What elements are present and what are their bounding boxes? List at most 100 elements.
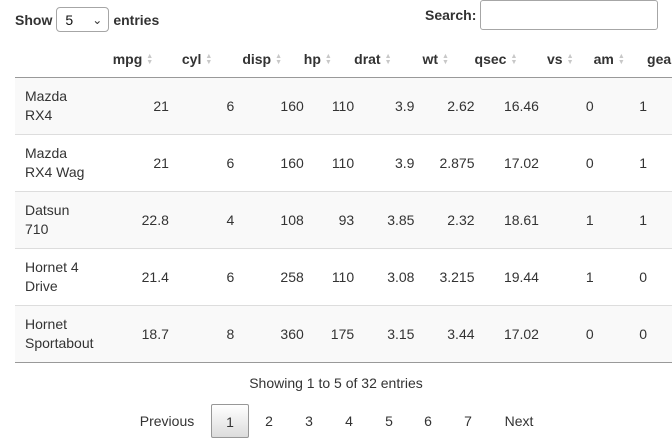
table-cell: 110 [303, 77, 355, 135]
table-cell: 1 [538, 248, 594, 306]
column-header-label: drat [354, 50, 381, 67]
page-button-4[interactable]: 4 [345, 413, 353, 429]
page-button-3[interactable]: 3 [305, 413, 313, 429]
column-header-wt[interactable]: wt ▲ ▼ [414, 40, 475, 78]
table-cell: 21 [112, 134, 169, 192]
page-button-2[interactable]: 2 [265, 413, 273, 429]
table-cell: 3.44 [414, 305, 475, 363]
row-name-cell: Hornet 4 Drive [15, 248, 113, 306]
column-header-label: cyl [181, 50, 202, 67]
table-cell: 108 [234, 191, 304, 249]
sort-icon: ▲ ▼ [442, 52, 449, 66]
page-button-7[interactable]: 7 [464, 413, 472, 429]
table-cell: 6 [168, 134, 235, 192]
table-cell: 4 [168, 191, 235, 249]
table-cell: 22.8 [112, 191, 169, 249]
column-header-label: qsec [474, 50, 507, 67]
table-cell: 0 [538, 134, 594, 192]
sort-icon: ▲ ▼ [384, 52, 392, 66]
table-cell: 360 [234, 305, 304, 363]
page-button-5[interactable]: 5 [385, 413, 393, 429]
table-cell: 8 [168, 305, 235, 363]
row-name-cell: Hornet Sportabout [15, 305, 113, 363]
sort-icon: ▲ ▼ [617, 52, 625, 66]
column-header-label: hp [303, 50, 321, 67]
table-cell: 0 [593, 305, 648, 363]
table-cell: 21 [112, 77, 169, 135]
next-button[interactable]: Next [504, 413, 534, 429]
column-header-gear[interactable]: gea [647, 40, 672, 78]
column-header-label: vs [546, 50, 563, 67]
search-label: Search: [425, 7, 477, 23]
column-header-qsec[interactable]: qsec ▲ ▼ [474, 40, 539, 78]
entries-select[interactable]: 5 ⌄ [56, 7, 110, 32]
table-body: Mazda RX4 21 6 160 110 3.9 2.62 16.46 0 1… [15, 77, 672, 363]
column-header-drat[interactable]: drat ▲ ▼ [354, 40, 415, 78]
search-input[interactable] [480, 0, 659, 30]
table-cell: 2.62 [414, 77, 475, 135]
chevron-down-icon: ⌄ [92, 12, 103, 27]
column-header-mpg[interactable]: mpg ▲ ▼ [112, 40, 169, 78]
row-name-header [15, 40, 113, 78]
table-cell: 110 [303, 248, 355, 306]
table-cell: 3.08 [354, 248, 415, 306]
table-cell: 19.44 [474, 248, 539, 306]
column-header-cyl[interactable]: cyl ▲ ▼ [168, 40, 235, 78]
table-cell: 93 [303, 191, 355, 249]
column-header-hp[interactable]: hp ▲ ▼ [303, 40, 355, 78]
table-row: Mazda RX4 21 6 160 110 3.9 2.62 16.46 0 1 [15, 77, 672, 135]
sort-icon: ▲ ▼ [510, 52, 518, 66]
table-cell: 0 [538, 305, 594, 363]
table-cell: 1 [538, 191, 594, 249]
table-cell: 1 [593, 191, 648, 249]
length-show-label: Show [15, 11, 53, 28]
column-header-label: am [593, 50, 614, 67]
column-header-vs[interactable]: vs ▲ ▼ [538, 40, 594, 78]
table-cell: 160 [234, 77, 304, 135]
table-cell: 3.9 [354, 77, 415, 135]
row-name-cell: Mazda RX4 Wag [15, 134, 113, 192]
table-cell: 21.4 [112, 248, 169, 306]
page-button-1[interactable]: 1 [211, 404, 249, 438]
length-menu: Show 5 ⌄ entries [15, 7, 159, 32]
table-row: Hornet 4 Drive 21.4 6 258 110 3.08 3.215 … [15, 248, 672, 306]
column-header-label: disp [242, 50, 272, 67]
table-cell: 6 [168, 248, 235, 306]
table-cell [647, 191, 672, 249]
column-header-am[interactable]: am ▲ ▼ [593, 40, 648, 78]
row-name-cell: Mazda RX4 [15, 77, 113, 135]
table-cell: 160 [234, 134, 304, 192]
table-cell: 6 [168, 77, 235, 135]
table-cell: 2.875 [414, 134, 475, 192]
table-cell: 3.215 [414, 248, 475, 306]
table-row: Hornet Sportabout 18.7 8 360 175 3.15 3.4… [15, 305, 672, 363]
column-header-label: mpg [112, 50, 143, 67]
table-cell: 3.85 [354, 191, 415, 249]
table-cell [647, 305, 672, 363]
row-name-cell: Datsun 710 [15, 191, 113, 249]
length-entries-label: entries [113, 11, 160, 28]
table-cell: 1 [593, 77, 648, 135]
sort-icon: ▲ ▼ [275, 52, 283, 66]
search-box: Search: [425, 0, 659, 30]
table-cell: 16.46 [474, 77, 539, 135]
table-row: Mazda RX4 Wag 21 6 160 110 3.9 2.875 17.0… [15, 134, 672, 192]
table-row: Datsun 710 22.8 4 108 93 3.85 2.32 18.61 … [15, 191, 672, 249]
table-cell [647, 248, 672, 306]
sort-icon: ▲ ▼ [566, 52, 574, 66]
table-cell: 110 [303, 134, 355, 192]
table-cell: 0 [538, 77, 594, 135]
table-cell: 18.7 [112, 305, 169, 363]
data-table: mpg ▲ ▼ cyl ▲ ▼ disp ▲ ▼ hp ▲ ▼ drat ▲ ▼ wt ▲ ▼ qsec… [15, 40, 672, 363]
table-cell: 3.15 [354, 305, 415, 363]
sort-icon: ▲ ▼ [146, 52, 154, 66]
table-cell: 17.02 [474, 305, 539, 363]
column-header-disp[interactable]: disp ▲ ▼ [234, 40, 304, 78]
page-button-6[interactable]: 6 [424, 413, 432, 429]
previous-button[interactable]: Previous [139, 413, 195, 429]
sort-icon: ▲ ▼ [205, 52, 213, 66]
column-header-label: gea [647, 50, 672, 67]
table-controls: Show 5 ⌄ entries Search: [0, 0, 672, 36]
table-header-row: mpg ▲ ▼ cyl ▲ ▼ disp ▲ ▼ hp ▲ ▼ drat ▲ ▼ wt ▲ ▼ qsec… [15, 40, 672, 78]
table-cell: 258 [234, 248, 304, 306]
